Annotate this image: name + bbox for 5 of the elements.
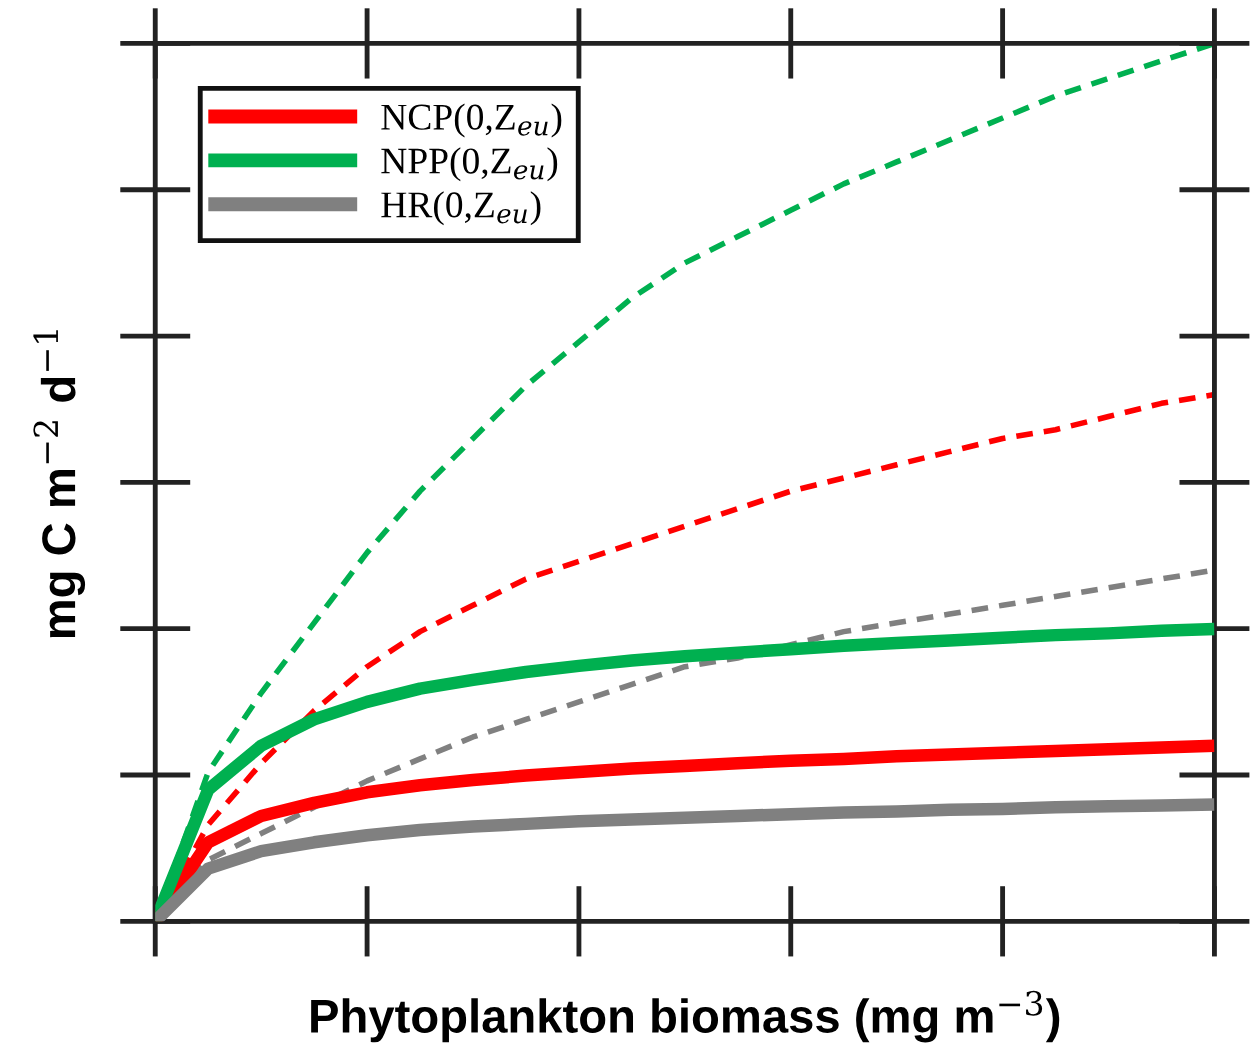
x-axis-title: Phytoplankton biomass (mg m$^{−3}$) <box>311 990 1060 1043</box>
legend-label: HR(0,Z$_{eu}$) <box>381 191 541 226</box>
legend-label: NPP(0,Z$_{eu}$) <box>381 147 558 182</box>
legend-label: NCP(0,Z$_{eu}$) <box>381 103 562 138</box>
y-axis-title: mg C m$^{−2}$ d$^{−1}$ <box>33 330 86 638</box>
